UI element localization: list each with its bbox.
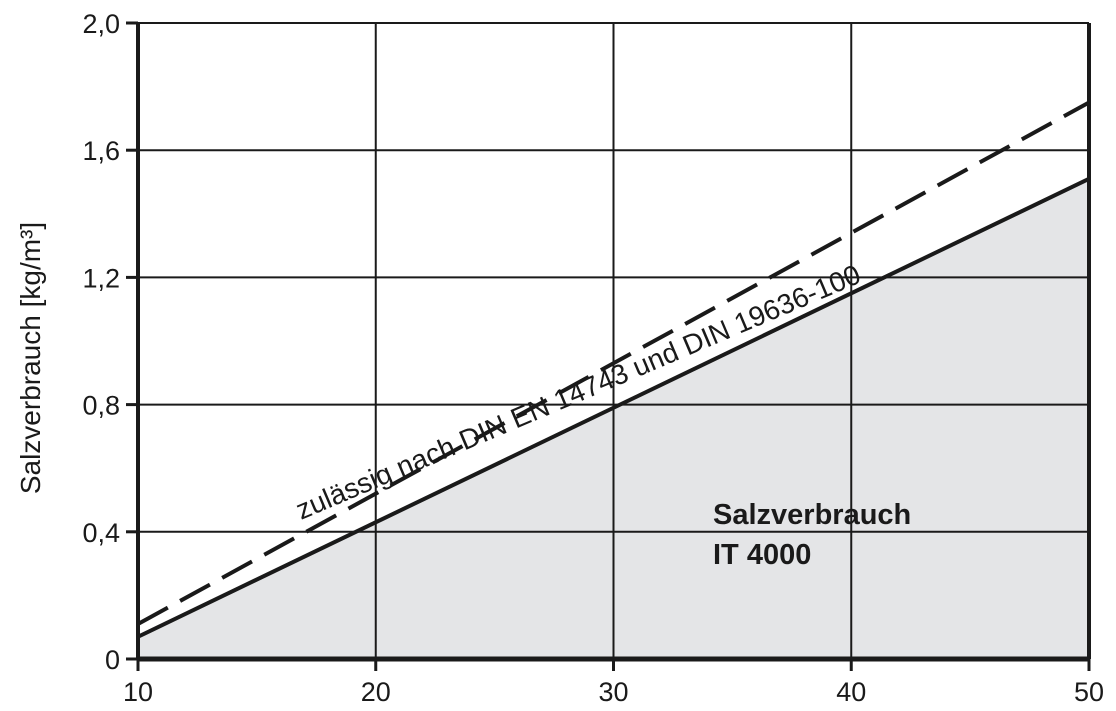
y-axis-title: Salzverbrauch [kg/m³] (15, 222, 46, 494)
x-tick-label-4: 50 (1074, 677, 1104, 707)
x-tick-label-2: 30 (598, 677, 628, 707)
x-tick-label-3: 40 (836, 677, 866, 707)
x-tick-label-1: 20 (361, 677, 391, 707)
area-label-line2: IT 4000 (713, 539, 811, 571)
y-tick-label-5: 2,0 (82, 9, 120, 39)
x-tick-label-0: 10 (123, 677, 153, 707)
tick-layer: 10 20 30 40 50 0 0,4 0,8 1,2 1,6 2,0 (82, 9, 1104, 707)
series-layer (137, 100, 1090, 639)
y-tick-label-2: 0,8 (82, 391, 120, 421)
dashed-line-permitted (137, 100, 1090, 626)
y-tick-label-1: 0,4 (82, 518, 120, 548)
solid-line-it4000 (137, 177, 1090, 639)
area-label-line1: Salzverbrauch (713, 499, 911, 531)
y-tick-label-3: 1,2 (82, 263, 120, 293)
y-tick-label-0: 0 (105, 645, 120, 675)
y-tick-label-4: 1,6 (82, 136, 120, 166)
